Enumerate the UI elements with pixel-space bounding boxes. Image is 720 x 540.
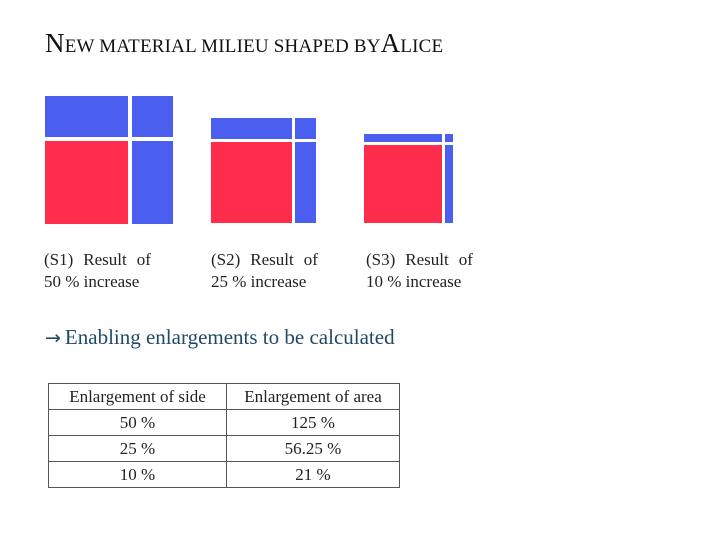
- slide-title: NEW MATERIAL MILIEU SHAPED BYALICE: [45, 28, 444, 58]
- table-row: 25 % 56.25 %: [48, 435, 400, 462]
- square-diagram-s1: [45, 96, 173, 224]
- blue-top-strip: [211, 118, 292, 139]
- table-cell: 125 %: [226, 409, 400, 436]
- blue-corner: [132, 96, 173, 137]
- blue-side-strip: [132, 141, 173, 224]
- caption-s2: (S2) Result of 25 % increase: [211, 250, 318, 291]
- table-header-cell: Enlargement of area: [226, 383, 400, 410]
- caption-s1: (S1) Result of 50 % increase: [44, 250, 151, 291]
- red-square: [364, 145, 442, 223]
- table-cell: 56.25 %: [226, 435, 400, 462]
- table-cell: 25 %: [48, 435, 227, 462]
- table-cell: 21 %: [226, 461, 400, 488]
- subheading: → Enabling enlargements to be calculated: [45, 325, 395, 349]
- blue-side-strip: [445, 145, 453, 223]
- blue-top-strip: [45, 96, 128, 137]
- table-header-row: Enlargement of side Enlargement of area: [48, 383, 400, 410]
- table-cell: 50 %: [48, 409, 227, 436]
- blue-corner: [445, 134, 453, 142]
- blue-top-strip: [364, 134, 442, 142]
- right-arrow-icon: →: [45, 327, 61, 349]
- caption-s3: (S3) Result of 10 % increase: [366, 250, 473, 291]
- table-row: 10 % 21 %: [48, 461, 400, 488]
- table-header-cell: Enlargement of side: [48, 383, 227, 410]
- red-square: [45, 141, 128, 224]
- square-diagram-s2: [211, 118, 316, 223]
- square-figure-s2: [211, 118, 319, 226]
- enlargement-table: Enlargement of side Enlargement of area …: [48, 383, 400, 488]
- square-figure-s1: [45, 96, 175, 226]
- table-row: 50 % 125 %: [48, 409, 400, 436]
- blue-side-strip: [295, 142, 316, 223]
- blue-corner: [295, 118, 316, 139]
- square-figure-s3: [364, 134, 458, 228]
- red-square: [211, 142, 292, 223]
- table-cell: 10 %: [48, 461, 227, 488]
- square-diagram-s3: [364, 134, 453, 223]
